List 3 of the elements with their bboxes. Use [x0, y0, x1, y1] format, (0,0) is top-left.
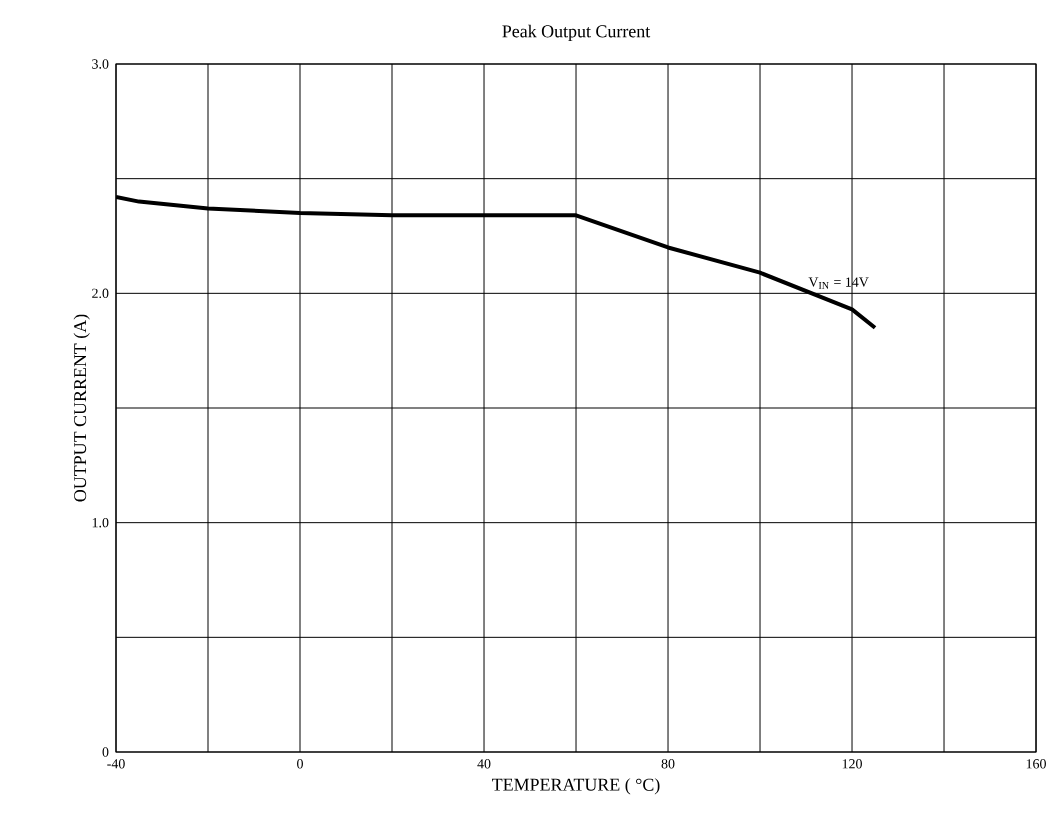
chart-title: Peak Output Current: [502, 24, 651, 42]
y-axis-title: OUTPUT CURRENT (A): [73, 314, 90, 502]
x-axis-title: TEMPERATURE ( °C): [492, 778, 660, 795]
